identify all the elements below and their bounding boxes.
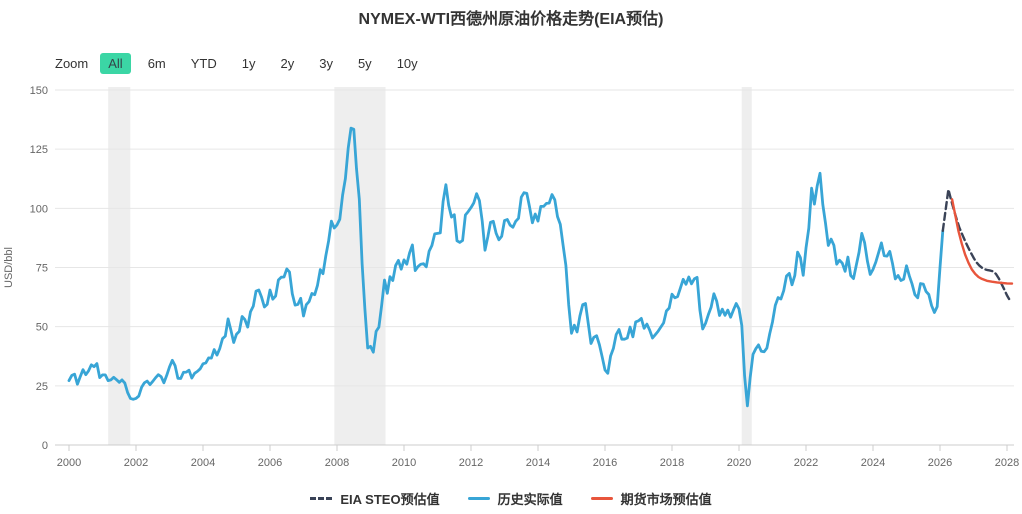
x-axis-tick-label: 2020 bbox=[727, 457, 751, 469]
x-axis-tick-label: 2024 bbox=[861, 457, 885, 469]
legend-item[interactable]: 历史实际值 bbox=[467, 489, 563, 508]
y-axis-tick-label: 25 bbox=[36, 381, 48, 393]
recession-plot-band bbox=[741, 87, 752, 445]
range-button-5y[interactable]: 5y bbox=[357, 56, 372, 71]
x-axis-tick-label: 2016 bbox=[593, 457, 617, 469]
range-button-1y[interactable]: 1y bbox=[241, 56, 256, 71]
solid-line-marker-icon bbox=[590, 497, 613, 500]
chart-title: NYMEX-WTI西德州原油价格走势(EIA预估) bbox=[358, 11, 664, 28]
x-axis-tick-label: 2026 bbox=[928, 457, 952, 469]
legend-item[interactable]: EIA STEO预估值 bbox=[310, 489, 440, 508]
x-axis-tick-label: 2028 bbox=[995, 457, 1019, 469]
range-button-ytd[interactable]: YTD bbox=[190, 56, 217, 71]
y-axis-tick-label: 0 bbox=[42, 440, 48, 452]
x-axis-tick-label: 2022 bbox=[794, 457, 818, 469]
dashed-line-marker-icon bbox=[310, 497, 333, 500]
chart-legend: EIA STEO预估值 历史实际值 期货市场预估值 bbox=[0, 489, 1022, 508]
x-axis-tick-label: 2008 bbox=[325, 457, 349, 469]
x-axis-tick-label: 2010 bbox=[392, 457, 416, 469]
range-button-10y[interactable]: 10y bbox=[396, 56, 418, 71]
x-axis-tick-label: 2000 bbox=[57, 457, 81, 469]
recession-plot-band bbox=[334, 87, 386, 445]
y-axis-title: USD/bbl bbox=[3, 247, 15, 288]
solid-line-marker-icon bbox=[467, 497, 490, 500]
range-button-3y[interactable]: 3y bbox=[319, 56, 333, 71]
series-futures-forecast bbox=[950, 198, 1014, 285]
range-selector-toolbar: Zoom All 6m YTD 1y 2y 3y 5y 10y bbox=[55, 53, 435, 74]
series-historical bbox=[67, 126, 945, 408]
recession-plot-band bbox=[108, 87, 131, 445]
legend-label: EIA STEO预估值 bbox=[340, 492, 440, 507]
legend-item[interactable]: 期货市场预估值 bbox=[590, 489, 712, 508]
y-axis-tick-label: 150 bbox=[30, 85, 48, 97]
y-axis-tick-label: 125 bbox=[30, 144, 48, 156]
y-axis-tick-label: 75 bbox=[36, 263, 48, 275]
y-axis-tick-label: 50 bbox=[36, 322, 48, 334]
range-button-all[interactable]: All bbox=[100, 53, 131, 74]
x-axis-tick-label: 2006 bbox=[258, 457, 282, 469]
x-axis-tick-label: 2018 bbox=[660, 457, 684, 469]
legend-label: 历史实际值 bbox=[497, 492, 563, 507]
x-axis-tick-label: 2002 bbox=[124, 457, 148, 469]
range-button-2y[interactable]: 2y bbox=[280, 56, 295, 71]
legend-label: 期货市场预估值 bbox=[620, 492, 712, 507]
x-axis-tick-label: 2012 bbox=[459, 457, 483, 469]
x-axis-tick-label: 2014 bbox=[526, 457, 550, 469]
y-axis-tick-label: 100 bbox=[30, 203, 48, 215]
range-button-6m[interactable]: 6m bbox=[147, 56, 166, 71]
zoom-label: Zoom bbox=[55, 56, 89, 71]
x-axis-tick-label: 2004 bbox=[191, 457, 215, 469]
